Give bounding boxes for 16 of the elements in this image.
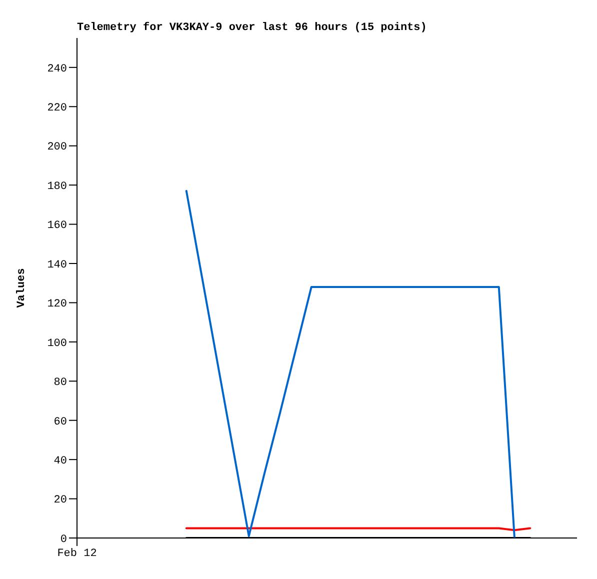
y-tick-label: 180 bbox=[47, 180, 67, 193]
y-tick-label: 60 bbox=[54, 416, 67, 428]
y-tick-label: 100 bbox=[47, 338, 67, 350]
y-tick-label: 160 bbox=[47, 220, 67, 232]
chart-title: Telemetry for VK3KAY-9 over last 96 hours (15 points) bbox=[77, 22, 427, 34]
y-axis-title: Values bbox=[16, 268, 28, 308]
y-tick-label: 40 bbox=[54, 455, 67, 468]
y-tick-label: 220 bbox=[47, 102, 67, 115]
y-tick-label: 80 bbox=[54, 377, 67, 390]
y-tick-label: 200 bbox=[47, 142, 67, 154]
y-tick-label: 20 bbox=[54, 494, 67, 507]
x-tick-label: Feb 12 bbox=[57, 548, 97, 560]
y-tick-label: 0 bbox=[60, 534, 67, 546]
y-tick-label: 140 bbox=[47, 259, 67, 272]
y-tick-label: 120 bbox=[47, 298, 67, 311]
y-tick-label: 240 bbox=[47, 63, 67, 76]
